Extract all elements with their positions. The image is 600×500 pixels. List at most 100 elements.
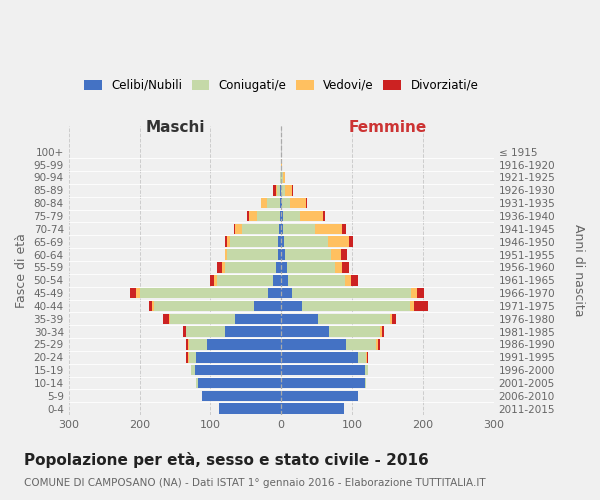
- Bar: [235, 224, 242, 234]
- Bar: [140, 288, 268, 298]
- Bar: [214, 275, 217, 285]
- Bar: [281, 198, 282, 208]
- Text: COMUNE DI CAMPOSANO (NA) - Dati ISTAT 1° gennaio 2016 - Elaborazione TUTTITALIA.: COMUNE DI CAMPOSANO (NA) - Dati ISTAT 1°…: [24, 478, 485, 488]
- Bar: [280, 211, 281, 222]
- Bar: [342, 224, 346, 234]
- Bar: [329, 326, 380, 337]
- Bar: [268, 288, 281, 298]
- Bar: [292, 185, 293, 196]
- Bar: [184, 326, 185, 337]
- Bar: [285, 250, 331, 260]
- Bar: [211, 275, 214, 285]
- Bar: [170, 314, 235, 324]
- Bar: [274, 185, 275, 196]
- Bar: [281, 326, 329, 337]
- Bar: [281, 404, 344, 414]
- Bar: [281, 288, 292, 298]
- Bar: [365, 378, 366, 388]
- Bar: [302, 300, 410, 311]
- Bar: [281, 250, 285, 260]
- Y-axis label: Anni di nascita: Anni di nascita: [572, 224, 585, 317]
- Bar: [392, 314, 396, 324]
- Bar: [366, 352, 367, 362]
- Bar: [207, 339, 281, 350]
- Bar: [188, 352, 189, 362]
- Bar: [149, 300, 152, 311]
- Bar: [382, 326, 384, 337]
- Bar: [377, 339, 380, 350]
- Bar: [196, 378, 197, 388]
- Bar: [254, 300, 281, 311]
- Bar: [281, 211, 283, 222]
- Bar: [292, 288, 411, 298]
- Bar: [318, 314, 390, 324]
- Legend: Celibi/Nubili, Coniugati/e, Vedovi/e, Divorziati/e: Celibi/Nubili, Coniugati/e, Vedovi/e, Di…: [79, 74, 483, 96]
- Bar: [349, 236, 353, 247]
- Bar: [217, 262, 223, 272]
- Bar: [288, 275, 345, 285]
- Bar: [169, 314, 170, 324]
- Bar: [275, 262, 281, 272]
- Bar: [224, 326, 281, 337]
- Bar: [217, 275, 272, 285]
- Bar: [188, 339, 189, 350]
- Bar: [257, 211, 280, 222]
- Bar: [248, 211, 257, 222]
- Bar: [278, 236, 281, 247]
- Bar: [341, 250, 347, 260]
- Bar: [281, 378, 365, 388]
- Bar: [281, 314, 318, 324]
- Bar: [191, 365, 195, 376]
- Bar: [331, 250, 341, 260]
- Bar: [281, 339, 346, 350]
- Bar: [281, 185, 285, 196]
- Text: Popolazione per età, sesso e stato civile - 2016: Popolazione per età, sesso e stato civil…: [24, 452, 429, 468]
- Bar: [163, 314, 169, 324]
- Bar: [345, 275, 350, 285]
- Bar: [277, 185, 280, 196]
- Bar: [202, 390, 281, 401]
- Bar: [301, 211, 323, 222]
- Bar: [281, 236, 284, 247]
- Bar: [376, 339, 377, 350]
- Bar: [130, 288, 136, 298]
- Bar: [242, 224, 279, 234]
- Bar: [284, 236, 328, 247]
- Bar: [189, 339, 207, 350]
- Bar: [365, 365, 368, 376]
- Bar: [279, 224, 281, 234]
- Bar: [136, 288, 140, 298]
- Bar: [390, 314, 392, 324]
- Bar: [234, 224, 235, 234]
- Text: Maschi: Maschi: [145, 120, 205, 135]
- Bar: [247, 211, 248, 222]
- Bar: [186, 339, 188, 350]
- Bar: [154, 300, 254, 311]
- Bar: [280, 172, 281, 182]
- Bar: [283, 172, 285, 182]
- Bar: [225, 236, 227, 247]
- Bar: [278, 250, 281, 260]
- Bar: [223, 262, 224, 272]
- Bar: [342, 262, 349, 272]
- Bar: [315, 224, 342, 234]
- Bar: [380, 326, 382, 337]
- Bar: [346, 339, 376, 350]
- Bar: [195, 365, 281, 376]
- Bar: [281, 224, 283, 234]
- Bar: [227, 236, 230, 247]
- Bar: [410, 300, 413, 311]
- Bar: [197, 378, 281, 388]
- Bar: [282, 198, 290, 208]
- Bar: [281, 160, 282, 170]
- Bar: [262, 198, 267, 208]
- Bar: [323, 211, 325, 222]
- Bar: [350, 275, 358, 285]
- Bar: [275, 185, 277, 196]
- Bar: [267, 198, 280, 208]
- Bar: [283, 224, 315, 234]
- Bar: [224, 250, 227, 260]
- Bar: [235, 314, 281, 324]
- Bar: [411, 288, 416, 298]
- Bar: [227, 250, 278, 260]
